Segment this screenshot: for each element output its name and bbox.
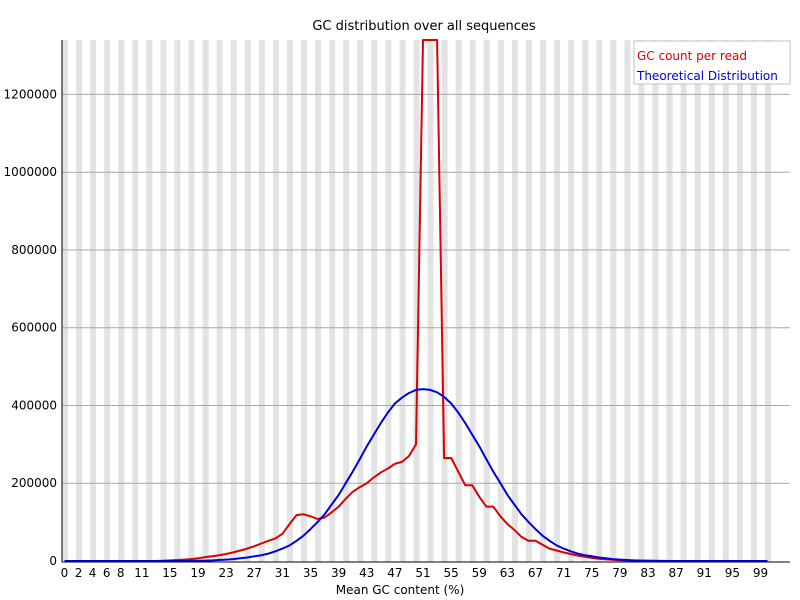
x-tick-label: 43 <box>359 566 374 580</box>
grid-band <box>511 40 518 562</box>
legend-box <box>633 40 791 85</box>
grid-band <box>216 40 223 562</box>
legend: GC count per read Theoretical Distributi… <box>633 40 791 85</box>
grid-band <box>694 40 701 562</box>
grid-band <box>230 40 237 562</box>
grid-band <box>315 40 322 562</box>
x-tick-label: 55 <box>444 566 459 580</box>
grid-band <box>160 40 167 562</box>
grid-band <box>525 40 532 562</box>
grid-band <box>118 40 125 562</box>
x-tick-label: 87 <box>668 566 683 580</box>
grid-band <box>146 40 153 562</box>
grid-band <box>76 40 83 562</box>
grid-band <box>554 40 561 562</box>
grid-band <box>624 40 631 562</box>
grid-band <box>582 40 589 562</box>
grid-band <box>132 40 139 562</box>
grid-band <box>427 40 434 562</box>
x-tick-label: 27 <box>247 566 262 580</box>
x-tick-label: 99 <box>753 566 768 580</box>
grid-band <box>90 40 97 562</box>
grid-band <box>455 40 462 562</box>
grid-band <box>329 40 336 562</box>
chart-title: GC distribution over all sequences <box>312 19 536 34</box>
legend-entry-theoretical: Theoretical Distribution <box>636 69 778 83</box>
x-tick-label: 39 <box>331 566 346 580</box>
x-tick-label: 71 <box>556 566 571 580</box>
grid-band <box>736 40 743 562</box>
x-tick-label: 63 <box>500 566 515 580</box>
grid-band <box>441 40 448 562</box>
legend-entry-gc-count: GC count per read <box>637 49 747 63</box>
y-tick-label: 200000 <box>11 476 57 490</box>
horizontal-gridlines <box>62 93 790 484</box>
x-tick-label: 75 <box>584 566 599 580</box>
grid-band <box>357 40 364 562</box>
x-tick-label: 15 <box>162 566 177 580</box>
x-tick-labels: 0 2 4 6 8 11 15 19 23 27 31 35 39 43 47 51 55 59 63 67 71 75 7… <box>61 566 768 580</box>
grid-band <box>652 40 659 562</box>
grid-band <box>104 40 111 562</box>
grid-band <box>638 40 645 562</box>
vertical-bands <box>61 40 772 562</box>
grid-band <box>202 40 209 562</box>
grid-band <box>497 40 504 562</box>
grid-band <box>722 40 729 562</box>
grid-band <box>385 40 392 562</box>
grid-band <box>399 40 406 562</box>
x-tick-label: 47 <box>387 566 402 580</box>
y-tick-label: 800000 <box>11 243 57 257</box>
grid-band <box>244 40 251 562</box>
x-tick-label: 0 <box>61 566 69 580</box>
grid-band <box>61 40 69 562</box>
series-line-theoretical <box>64 388 768 562</box>
grid-band <box>286 40 293 562</box>
grid-band <box>596 40 603 562</box>
x-tick-label: 83 <box>640 566 655 580</box>
x-tick-label: 31 <box>275 566 290 580</box>
x-tick-label: 35 <box>303 566 318 580</box>
grid-band <box>272 40 279 562</box>
x-tick-label: 23 <box>219 566 234 580</box>
y-tick-labels: 0 200000 400000 600000 800000 1000000 1200000 <box>4 87 57 568</box>
grid-band <box>188 40 195 562</box>
grid-band <box>413 40 420 562</box>
grid-band <box>371 40 378 562</box>
x-tick-label: 59 <box>472 566 487 580</box>
grid-band <box>708 40 715 562</box>
y-tick-label: 600000 <box>11 321 57 335</box>
grid-band <box>258 40 265 562</box>
grid-band <box>174 40 181 562</box>
x-tick-label: 91 <box>697 566 712 580</box>
grid-band <box>568 40 575 562</box>
y-tick-label: 1200000 <box>4 87 57 101</box>
grid-band <box>343 40 350 562</box>
y-tick-label: 400000 <box>11 398 57 412</box>
x-tick-label: 6 <box>103 566 111 580</box>
x-tick-label: 79 <box>612 566 627 580</box>
x-tick-label: 8 <box>117 566 125 580</box>
grid-band <box>764 40 772 562</box>
x-tick-label: 51 <box>415 566 430 580</box>
y-tick-label: 1000000 <box>4 165 57 179</box>
grid-band <box>750 40 757 562</box>
grid-band <box>540 40 547 562</box>
grid-band <box>469 40 476 562</box>
series-lines <box>64 39 768 562</box>
x-tick-label: 2 <box>75 566 83 580</box>
x-axis-label: Mean GC content (%) <box>336 583 465 597</box>
x-tick-label: 4 <box>89 566 97 580</box>
grid-band <box>301 40 308 562</box>
grid-band <box>610 40 617 562</box>
grid-band <box>680 40 687 562</box>
x-tick-label: 11 <box>134 566 149 580</box>
grid-band <box>666 40 673 562</box>
x-tick-label: 67 <box>528 566 543 580</box>
x-tick-label: 95 <box>725 566 740 580</box>
grid-band <box>483 40 490 562</box>
y-tick-label: 0 <box>49 554 57 568</box>
x-tick-label: 19 <box>190 566 205 580</box>
